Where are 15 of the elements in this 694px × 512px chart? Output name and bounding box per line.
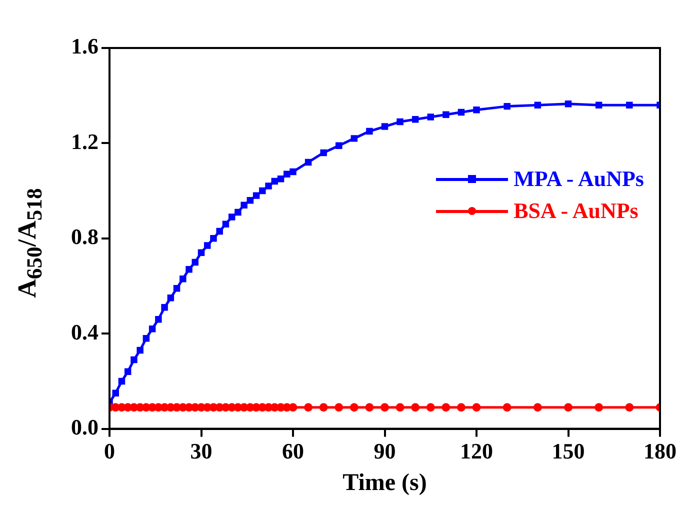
- y-tick-label: 1.2: [71, 128, 98, 154]
- y-tick-label: 1.6: [71, 34, 98, 59]
- x-tick-label: 0: [104, 438, 115, 464]
- x-tick-label: 120: [460, 438, 493, 464]
- y-tick-label: 0.8: [71, 224, 98, 250]
- x-tick-label: 90: [374, 438, 396, 464]
- x-tick-label: 180: [644, 438, 676, 464]
- y-tick-label: 0.0: [71, 414, 98, 440]
- y-tick-label: 0.4: [71, 319, 98, 344]
- legend-label: MPA - AuNPs: [514, 165, 644, 193]
- x-axis-title: Time (s): [342, 470, 427, 496]
- x-tick-label: 30: [190, 438, 212, 464]
- x-tick-label: 60: [282, 438, 304, 464]
- legend-label: BSA - AuNPs: [514, 197, 638, 225]
- x-tick-label: 150: [552, 438, 585, 464]
